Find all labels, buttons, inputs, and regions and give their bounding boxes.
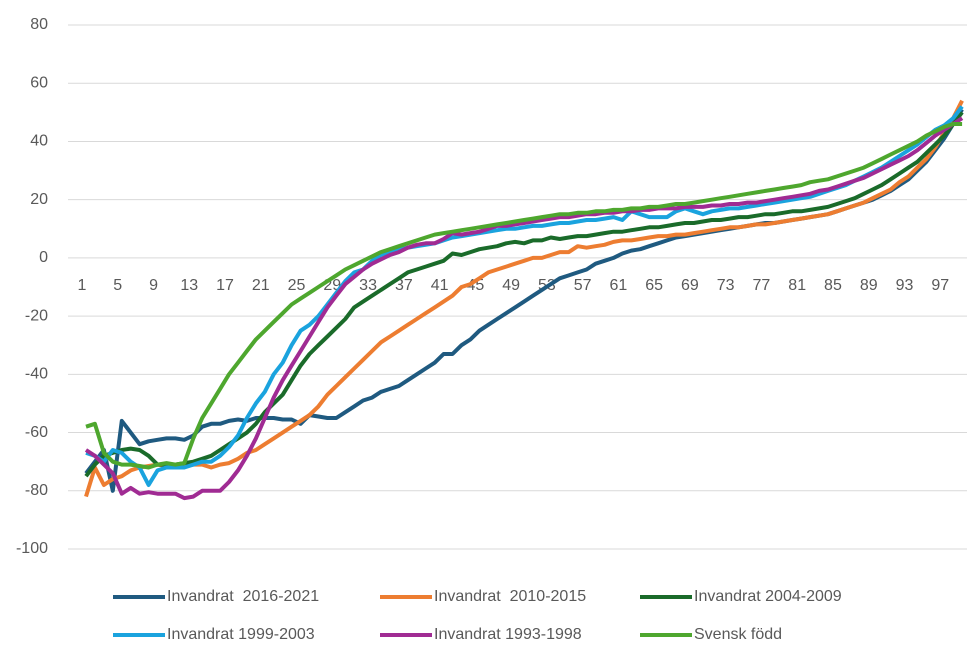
y-tick-label: 40 <box>30 133 48 150</box>
x-tick-label: 5 <box>113 277 122 294</box>
x-tick-label: 45 <box>466 277 484 294</box>
legend-label: Invandrat 1999-2003 <box>167 626 315 643</box>
x-tick-label: 61 <box>610 277 628 294</box>
x-tick-label: 49 <box>502 277 520 294</box>
x-tick-label: 37 <box>395 277 413 294</box>
legend-label: Svensk född <box>694 626 782 643</box>
series-line <box>84 108 964 493</box>
legend-label: Invandrat 2016-2021 <box>167 588 319 605</box>
x-tick-label: 9 <box>149 277 158 294</box>
y-tick-label: -20 <box>25 307 48 324</box>
x-tick-label: 85 <box>824 277 842 294</box>
y-tick-label: 80 <box>30 16 48 33</box>
x-tick-label: 93 <box>896 277 914 294</box>
legend-label: Invandrat 2004-2009 <box>694 588 842 605</box>
x-tick-label: 21 <box>252 277 270 294</box>
x-tick-label: 13 <box>180 277 198 294</box>
x-tick-label: 73 <box>717 277 735 294</box>
x-tick-label: 17 <box>216 277 234 294</box>
x-tick-label: 25 <box>288 277 306 294</box>
y-tick-label: 0 <box>39 249 48 266</box>
legend-label: Invandrat 1993-1998 <box>434 626 582 643</box>
series-line <box>84 116 964 501</box>
x-tick-label: 77 <box>753 277 771 294</box>
x-tick-label: 89 <box>860 277 878 294</box>
y-tick-label: 20 <box>30 191 48 208</box>
x-tick-label: 81 <box>788 277 806 294</box>
y-tick-label: -40 <box>25 366 48 383</box>
x-tick-label: 97 <box>931 277 949 294</box>
x-tick-label: 57 <box>574 277 592 294</box>
x-tick-label: 33 <box>359 277 377 294</box>
series-line <box>85 105 964 487</box>
y-tick-label: 60 <box>30 74 48 91</box>
series-line <box>85 122 963 470</box>
y-tick-label: -80 <box>25 482 48 499</box>
x-tick-label: 41 <box>431 277 449 294</box>
series-line <box>84 111 964 478</box>
x-tick-label: 1 <box>78 277 87 294</box>
x-tick-label: 69 <box>681 277 699 294</box>
y-tick-label: -100 <box>16 540 48 557</box>
x-tick-label: 65 <box>645 277 663 294</box>
legend-label: Invandrat 2010-2015 <box>434 588 586 605</box>
series-line <box>84 99 964 498</box>
y-tick-label: -60 <box>25 424 48 441</box>
